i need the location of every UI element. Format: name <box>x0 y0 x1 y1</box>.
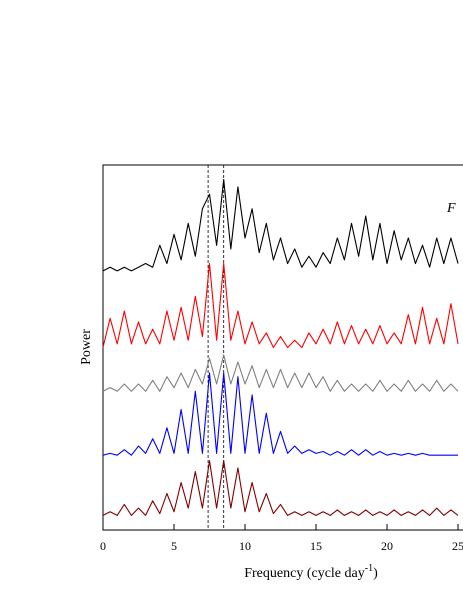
x-tick-label: 5 <box>171 539 177 553</box>
series-line <box>102 263 459 349</box>
series-line <box>102 354 459 392</box>
x-axis-label: Frequency (cycle day-1) <box>244 563 378 581</box>
annotation: F <box>446 201 456 216</box>
x-label-text: Frequency (cycle day <box>244 566 365 581</box>
x-tick-label: 10 <box>239 539 251 553</box>
x-tick-label: 15 <box>310 539 322 553</box>
series-line <box>102 179 459 272</box>
series-line <box>102 460 459 516</box>
x-label-superscript: -1 <box>365 563 373 574</box>
x-tick-label: 20 <box>381 539 393 553</box>
series-line <box>102 372 459 456</box>
x-label-text: ) <box>373 566 378 581</box>
x-tick-label: 0 <box>100 539 106 553</box>
y-axis-label: Power <box>79 329 94 365</box>
plot-frame <box>102 164 463 531</box>
x-tick-label: 25 <box>452 539 463 553</box>
